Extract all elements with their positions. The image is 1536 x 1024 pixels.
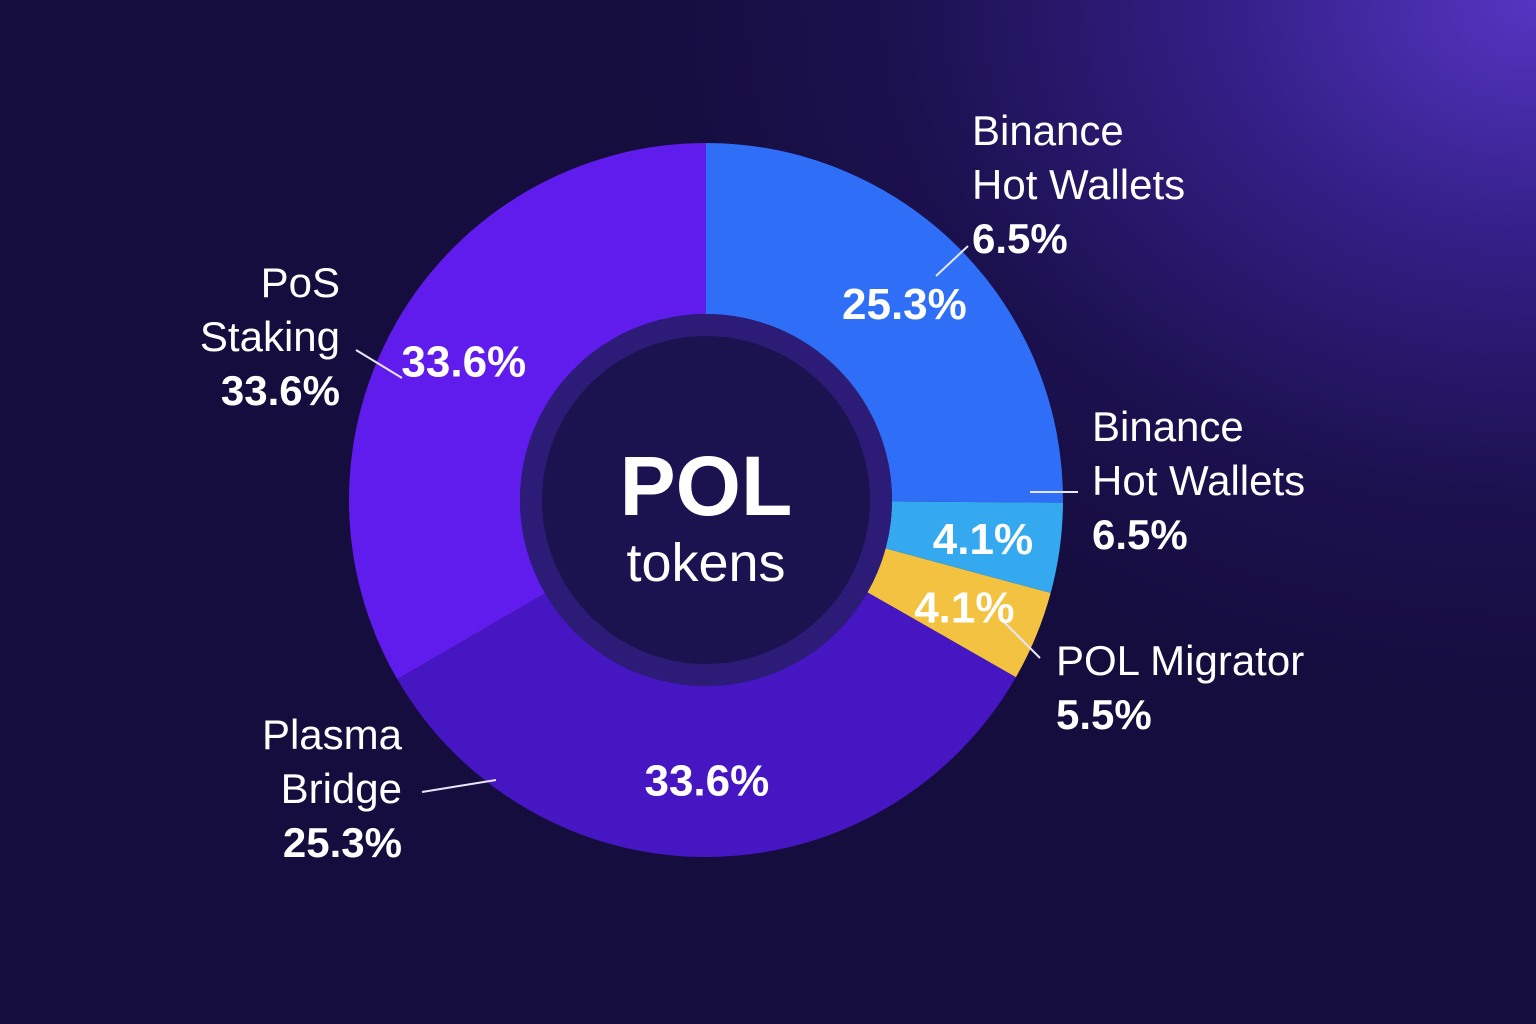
slice-value-label: 25.3% [842,280,967,329]
slice-pos-staking-4 [349,143,706,680]
legend-name-line: Binance [972,107,1124,154]
legend-percent: 6.5% [1092,511,1188,558]
slice-binance-hot-wallets-0 [706,143,1063,503]
legend-name-line: Staking [199,313,340,360]
center-title: POL [619,439,793,533]
leader-line [935,245,969,277]
legend-name-line: Plasma [261,711,402,758]
legend-percent: 6.5% [972,215,1068,262]
slice-plasma-bridge-3 [397,592,1016,858]
legend-label-plasma-bridge: Plasma Bridge 25.3% [196,708,402,870]
legend-name-line: Bridge [280,765,402,812]
legend-label-pos-staking: PoS Staking 33.6% [140,256,340,418]
legend-percent: 25.3% [282,819,402,866]
legend-percent: 33.6% [220,367,340,414]
donut-hole [542,336,870,664]
legend-percent: 5.5% [1056,691,1152,738]
slice-value-label: 4.1% [933,515,1033,564]
legend-label-pol-migrator: POL Migrator 5.5% [1056,634,1304,742]
legend-name-line: Hot Wallets [1092,457,1306,504]
legend-label-binance-hot-wallets-1: Binance Hot Wallets 6.5% [972,104,1185,266]
center-subtitle: tokens [626,533,786,593]
legend-name-line: Binance [1092,403,1244,450]
legend-name-line: Hot Wallets [972,161,1186,208]
legend-name-line: PoS [260,259,340,306]
slice-value-label: 4.1% [914,584,1014,633]
slice-pol-migrator-2 [867,548,1051,678]
slice-binance-hot-wallets-1 [885,501,1063,594]
leader-line [421,779,497,793]
slice-value-label: 33.6% [401,338,526,387]
leader-line [355,349,403,379]
leader-line [999,617,1041,659]
legend-name-line: POL Migrator [1056,637,1305,684]
slice-value-label: 33.6% [644,756,769,805]
legend-label-binance-hot-wallets-2: Binance Hot Wallets 6.5% [1092,400,1305,562]
